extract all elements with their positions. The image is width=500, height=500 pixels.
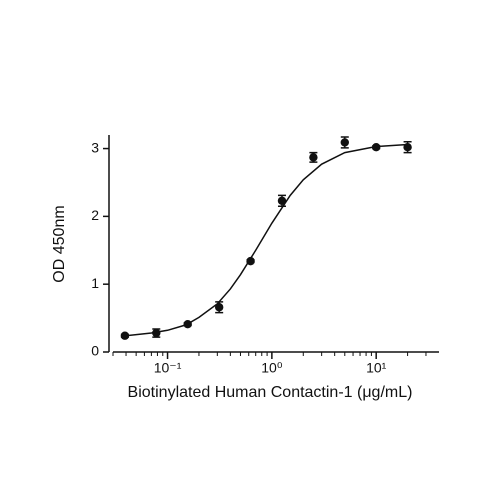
y-axis-label: OD 450nm bbox=[51, 205, 68, 282]
y-tick-label: 2 bbox=[91, 207, 99, 223]
data-point bbox=[309, 153, 318, 162]
data-point bbox=[152, 328, 161, 338]
data-point bbox=[214, 303, 224, 312]
x-axis-label: Biotinylated Human Contactin-1 (μg/mL) bbox=[128, 384, 413, 401]
data-point bbox=[277, 196, 287, 205]
x-tick-label: 10⁰ bbox=[261, 360, 283, 376]
fit-curve bbox=[125, 143, 408, 337]
x-tick-label: 10⁻¹ bbox=[154, 360, 182, 376]
data-point bbox=[120, 331, 130, 340]
y-tick-label: 1 bbox=[91, 275, 99, 291]
data-point bbox=[340, 138, 349, 147]
x-tick-label: 10¹ bbox=[366, 360, 387, 376]
y-tick-label: 3 bbox=[91, 139, 99, 155]
y-tick-label: 0 bbox=[91, 343, 99, 359]
